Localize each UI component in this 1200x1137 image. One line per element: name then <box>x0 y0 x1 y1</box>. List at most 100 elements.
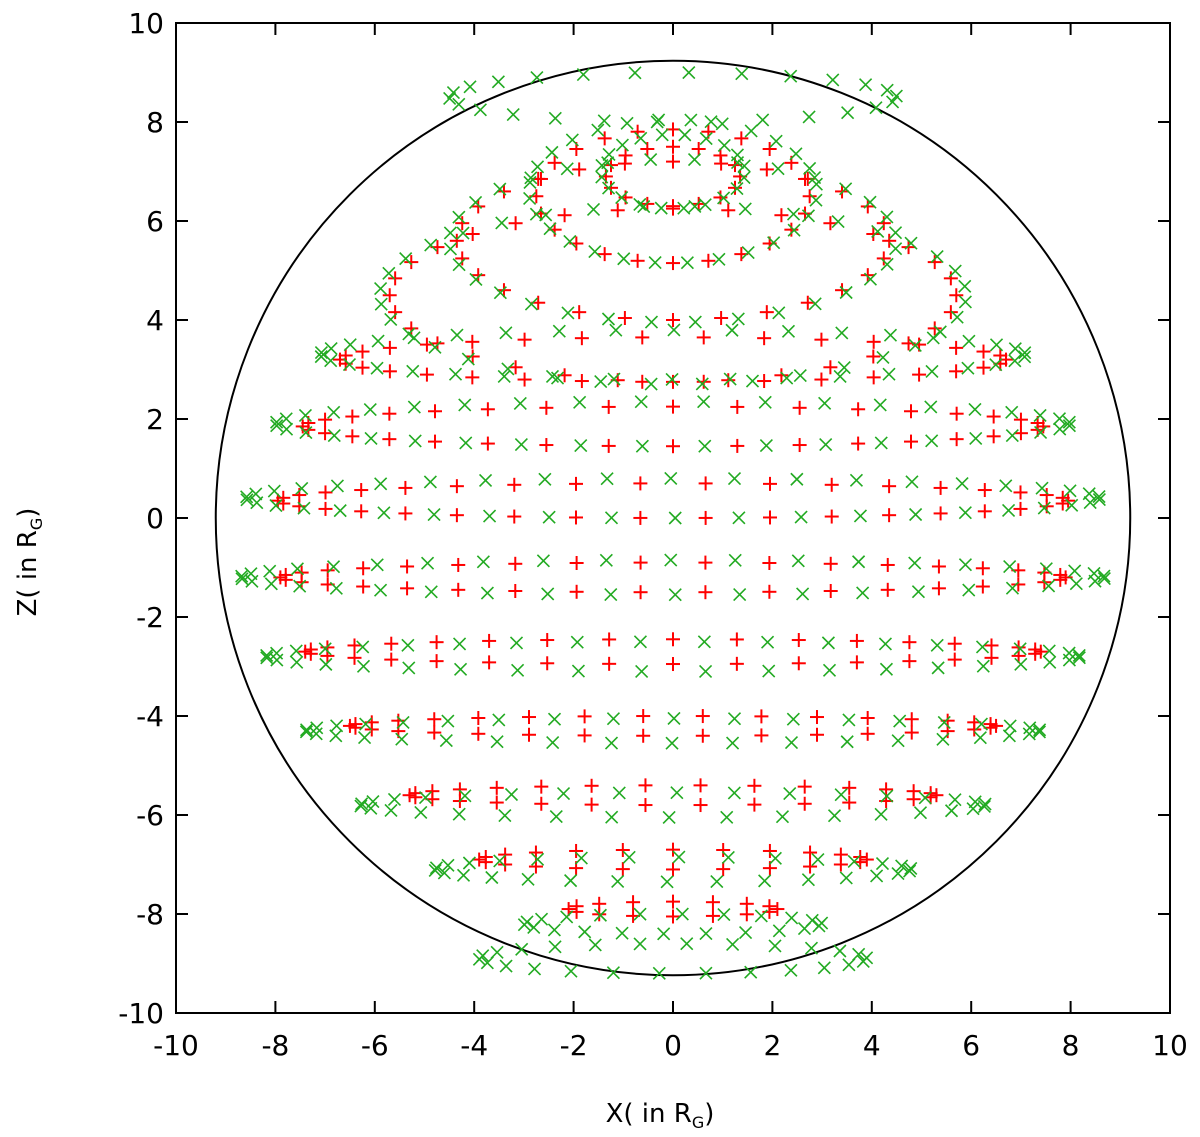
plus-point <box>901 240 916 255</box>
plus-point <box>347 650 362 665</box>
cross-point <box>515 942 529 956</box>
plus-point <box>348 720 363 735</box>
cross-point <box>962 583 976 597</box>
plus-point <box>635 330 650 345</box>
plus-point <box>666 909 680 924</box>
cross-point <box>737 171 751 185</box>
cross-point <box>443 91 457 106</box>
cross-point <box>908 338 922 352</box>
plus-point <box>633 510 648 525</box>
cross-point <box>680 937 694 951</box>
plus-point <box>882 479 897 494</box>
plus-point <box>727 180 742 195</box>
plus-point <box>465 370 480 385</box>
plus-point <box>597 131 612 146</box>
cross-point <box>407 400 421 414</box>
cross-point <box>289 644 303 658</box>
cross-point <box>270 653 284 667</box>
cross-point <box>772 306 786 320</box>
cross-point <box>424 585 438 599</box>
cross-point <box>801 209 816 223</box>
cross-point <box>549 810 563 824</box>
cross-point <box>463 80 477 94</box>
plus-point <box>976 344 991 359</box>
cross-point <box>664 553 678 567</box>
plus-point <box>912 367 927 382</box>
cross-point <box>588 245 602 259</box>
cross-point <box>406 364 420 378</box>
cross-point <box>1008 342 1022 356</box>
x-tick-label: 2 <box>763 1029 781 1062</box>
plus-point <box>716 842 731 857</box>
x-tick-label: -6 <box>361 1029 389 1062</box>
cross-point <box>452 807 466 821</box>
plus-point <box>747 797 762 812</box>
x-tick-label: -10 <box>153 1029 199 1062</box>
cross-point <box>270 419 284 433</box>
plus-point <box>947 636 962 651</box>
plus-point <box>666 439 680 454</box>
plus-point <box>517 332 532 347</box>
cross-point <box>767 236 781 250</box>
plus-point <box>635 374 650 389</box>
cross-point <box>443 226 457 240</box>
cross-point <box>888 226 903 240</box>
cross-point <box>506 108 520 122</box>
cross-point <box>744 124 758 138</box>
cross-point <box>517 918 531 932</box>
plus-point <box>398 506 413 521</box>
cross-point <box>687 152 702 167</box>
cross-point <box>891 734 905 748</box>
cross-point <box>452 210 466 224</box>
cross-point <box>560 162 574 176</box>
cross-point <box>377 506 391 520</box>
cross-point <box>407 331 421 345</box>
plus-point <box>1011 577 1026 592</box>
plus-point <box>762 584 777 599</box>
cross-point <box>343 338 357 352</box>
cross-point <box>1039 562 1053 576</box>
cross-point <box>546 735 560 750</box>
cross-point <box>1008 354 1022 368</box>
plus-point <box>572 305 587 320</box>
plus-point <box>354 504 369 519</box>
cross-point <box>678 128 692 142</box>
plus-point <box>584 778 599 793</box>
cross-point <box>604 736 619 750</box>
cross-point <box>856 586 870 600</box>
plus-point <box>666 842 680 857</box>
cross-point <box>989 358 1003 372</box>
cross-point <box>697 635 711 649</box>
cross-point <box>1088 574 1102 588</box>
cross-point <box>1097 572 1111 586</box>
plus-point <box>716 862 731 877</box>
plus-point <box>802 189 817 204</box>
cross-point <box>387 792 402 807</box>
plus-point <box>849 633 864 648</box>
cross-point <box>326 560 341 574</box>
plus-point <box>976 360 991 375</box>
cross-point <box>370 361 384 375</box>
plus-point <box>547 155 562 170</box>
cross-point <box>657 927 671 941</box>
cross-point <box>359 717 373 731</box>
cross-point <box>295 481 309 495</box>
plus-point <box>384 652 399 667</box>
cross-point <box>804 941 819 955</box>
plus-point <box>666 632 680 647</box>
cross-point <box>269 498 283 513</box>
cross-point <box>717 191 731 205</box>
plus-point <box>569 510 584 525</box>
plus-point <box>1013 485 1028 500</box>
plus-point <box>318 501 333 516</box>
plus-point <box>429 654 444 669</box>
plus-point <box>943 271 958 286</box>
cross-point <box>524 171 538 185</box>
cross-point <box>310 721 324 735</box>
cross-point <box>402 661 416 675</box>
plus-point <box>1013 501 1028 516</box>
plus-point <box>666 862 680 877</box>
cross-point <box>469 272 483 286</box>
plus-point <box>774 368 789 383</box>
